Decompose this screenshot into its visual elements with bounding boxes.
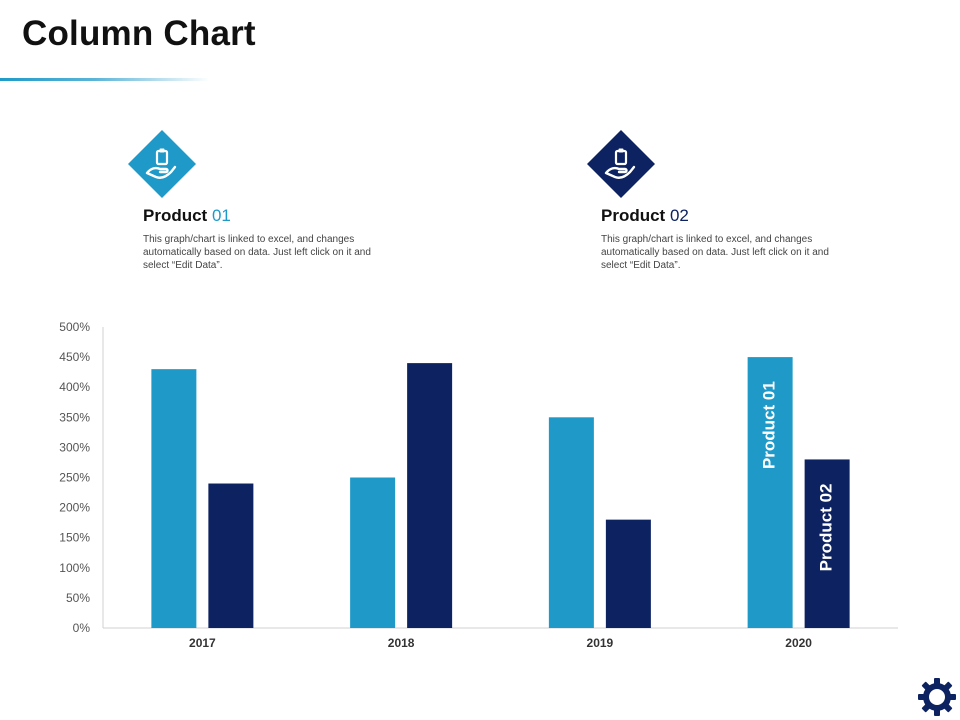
bar-series-label: Product 01: [760, 381, 779, 469]
product-02-description: This graph/chart is linked to excel, and…: [601, 234, 829, 271]
y-tick-label: 400%: [59, 380, 90, 394]
y-tick-label: 350%: [59, 410, 90, 424]
x-tick-label: 2018: [388, 636, 415, 650]
page-title: Column Chart: [22, 14, 256, 53]
product-02-name: Product: [601, 206, 666, 225]
bar-2020-series-1: [747, 357, 793, 628]
bar-2018-series-1: [350, 477, 396, 628]
y-tick-label: 150%: [59, 531, 90, 545]
bar-2017-series-1: [151, 369, 197, 628]
y-tick-label: 300%: [59, 440, 90, 454]
x-tick-label: 2020: [785, 636, 812, 650]
y-tick-label: 200%: [59, 501, 90, 515]
x-tick-label: 2019: [587, 636, 614, 650]
title-underline: [0, 78, 210, 81]
bar-2017-series-2: [208, 483, 254, 628]
y-tick-label: 0%: [73, 621, 91, 635]
product-01-description: This graph/chart is linked to excel, and…: [143, 234, 371, 271]
gear-icon: [918, 678, 956, 716]
y-tick-label: 50%: [66, 591, 90, 605]
y-tick-label: 250%: [59, 471, 90, 485]
bar-2019-series-1: [548, 417, 594, 628]
y-tick-label: 100%: [59, 561, 90, 575]
bar-series-label: Product 02: [817, 484, 836, 572]
product-02-heading: Product 02: [601, 206, 689, 226]
hand-holding-clipboard-icon: [587, 130, 655, 198]
y-tick-label: 450%: [59, 350, 90, 364]
bar-2018-series-2: [407, 363, 453, 628]
bar-2020-series-2: [804, 459, 850, 628]
product-01-heading: Product 01: [143, 206, 231, 226]
product-01-number: 01: [211, 206, 231, 225]
bar-2019-series-2: [605, 519, 651, 628]
y-tick-label: 500%: [59, 320, 90, 334]
product-01-name: Product: [143, 206, 208, 225]
hand-holding-clipboard-icon: [128, 130, 196, 198]
x-tick-label: 2017: [189, 636, 216, 650]
product-02-number: 02: [669, 206, 689, 225]
